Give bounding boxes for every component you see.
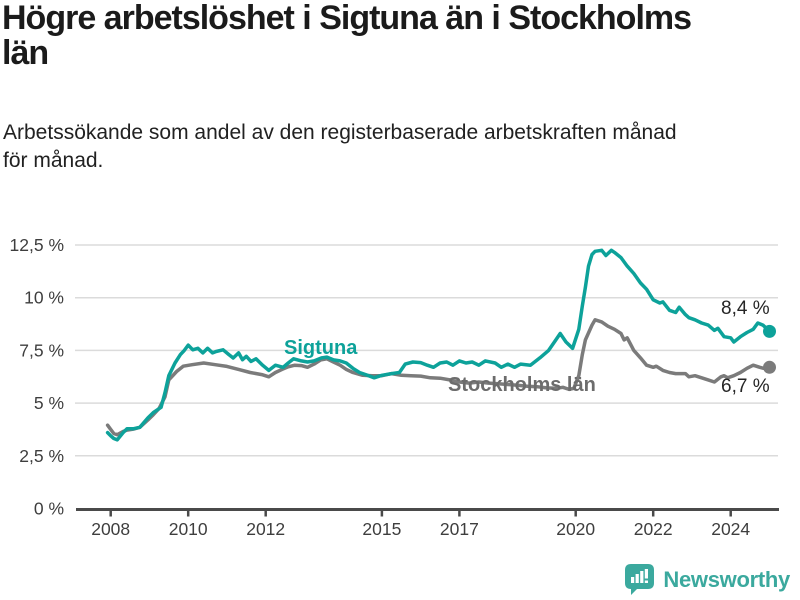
x-tick-label: 2008: [91, 519, 130, 539]
x-tick-label: 2015: [362, 519, 401, 539]
y-tick-label: 12,5 %: [10, 235, 64, 255]
x-tick-label: 2017: [440, 519, 479, 539]
chart-subtitle: Arbetssökande som andel av den registerb…: [3, 119, 677, 175]
x-tick-label: 2012: [246, 519, 285, 539]
title-line-2: län: [2, 34, 49, 72]
y-tick-label: 0 %: [34, 499, 64, 519]
page-title: Högre arbetslöshet i Sigtuna än i Stockh…: [2, 0, 692, 72]
series-label-stockholms-lan: Stockholms län: [448, 374, 596, 396]
y-tick-label: 2,5 %: [19, 446, 64, 466]
subtitle-line-1: Arbetssökande som andel av den registerb…: [3, 121, 677, 144]
x-tick-label: 2024: [711, 519, 750, 539]
series-line-stockholms-l-n: [105, 318, 772, 437]
series-label-sigtuna: Sigtuna: [284, 337, 358, 359]
end-value-label-sigtuna: 8,4 %: [721, 298, 770, 319]
series-end-dot-sigtuna: [763, 324, 776, 338]
newsworthy-logo: Newsworthy: [624, 563, 790, 596]
x-tick-label: 2010: [169, 519, 208, 539]
newsworthy-bubble-chart-icon: [624, 563, 655, 596]
y-tick-label: 10 %: [24, 288, 64, 308]
x-tick-label: 2022: [634, 519, 673, 539]
series-line-sigtuna: [105, 248, 772, 442]
series-end-dot-stockholms-l-n: [763, 360, 776, 374]
subtitle-line-2: för månad.: [3, 149, 104, 172]
title-line-1: Högre arbetslöshet i Sigtuna än i Stockh…: [2, 0, 692, 37]
newsworthy-logo-text: Newsworthy: [663, 566, 790, 592]
end-value-label-stockholms-lan: 6,7 %: [721, 376, 770, 397]
x-tick-label: 2020: [556, 519, 595, 539]
y-tick-label: 7,5 %: [19, 340, 64, 360]
y-tick-label: 5 %: [34, 393, 64, 413]
